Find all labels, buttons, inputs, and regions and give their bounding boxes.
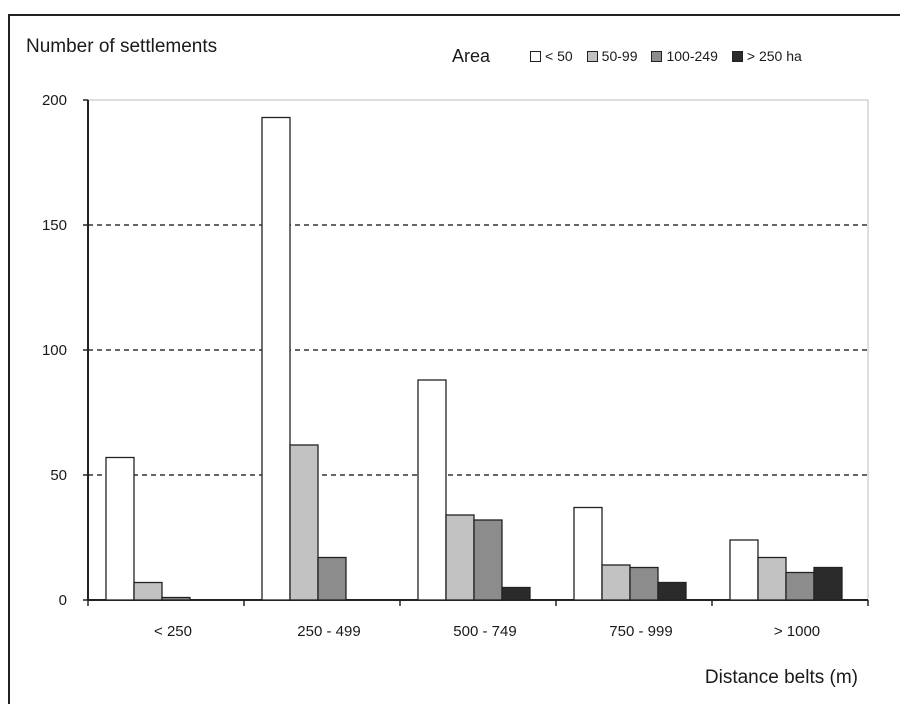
legend-swatch-100-249	[651, 50, 663, 62]
bar-3	[473, 519, 503, 601]
bar-4	[501, 586, 531, 601]
legend-item-50-99: 50-99	[586, 48, 638, 64]
x-tick-label: 500 - 749	[453, 623, 516, 640]
y-tick-label: 200	[42, 92, 67, 109]
bar-3	[317, 556, 347, 601]
bar-4	[813, 566, 843, 601]
legend-swatch-lt50	[530, 50, 542, 62]
legend-item-100-249: 100-249	[651, 48, 718, 64]
bar-3	[161, 596, 191, 601]
x-tick-label: < 250	[154, 623, 192, 640]
bar-1	[261, 116, 291, 601]
y-tick-label: 100	[42, 342, 67, 359]
y-axis-title: Number of settlements	[26, 36, 218, 57]
legend-item-lt50: < 50	[530, 48, 573, 64]
x-tick-label: > 1000	[774, 623, 820, 640]
legend-label-lt50: < 50	[545, 48, 573, 64]
bar-4	[657, 581, 687, 601]
bar-1	[105, 456, 135, 601]
figure-frame	[8, 14, 900, 704]
bar-2	[445, 514, 475, 601]
legend-title: Area	[452, 45, 491, 66]
legend-label-50-99: 50-99	[601, 48, 638, 64]
bar-1	[417, 379, 447, 601]
y-tick-label: 50	[50, 467, 67, 484]
legend-label-gt250: > 250 ha	[746, 48, 802, 64]
legend-swatch-50-99	[586, 50, 598, 62]
x-tick-label: 750 - 999	[609, 623, 672, 640]
bar-2	[601, 564, 631, 601]
legend-item-gt250: > 250 ha	[731, 48, 802, 64]
bar-1	[729, 539, 759, 601]
y-tick-label: 0	[59, 592, 67, 609]
bar-2	[289, 444, 319, 601]
legend-swatch-gt250	[731, 50, 743, 62]
bar-1	[573, 506, 603, 601]
bar-2	[133, 581, 163, 601]
bar-3	[785, 571, 815, 601]
x-axis-title: Distance belts (m)	[704, 667, 858, 688]
bar-2	[757, 556, 787, 601]
x-tick-label: 250 - 499	[297, 623, 360, 640]
bar-3	[629, 566, 659, 601]
legend-label-100-249: 100-249	[666, 48, 718, 64]
legend: Area < 50 50-99 100-249 > 250 ha	[452, 44, 802, 68]
y-tick-label: 150	[42, 217, 67, 234]
